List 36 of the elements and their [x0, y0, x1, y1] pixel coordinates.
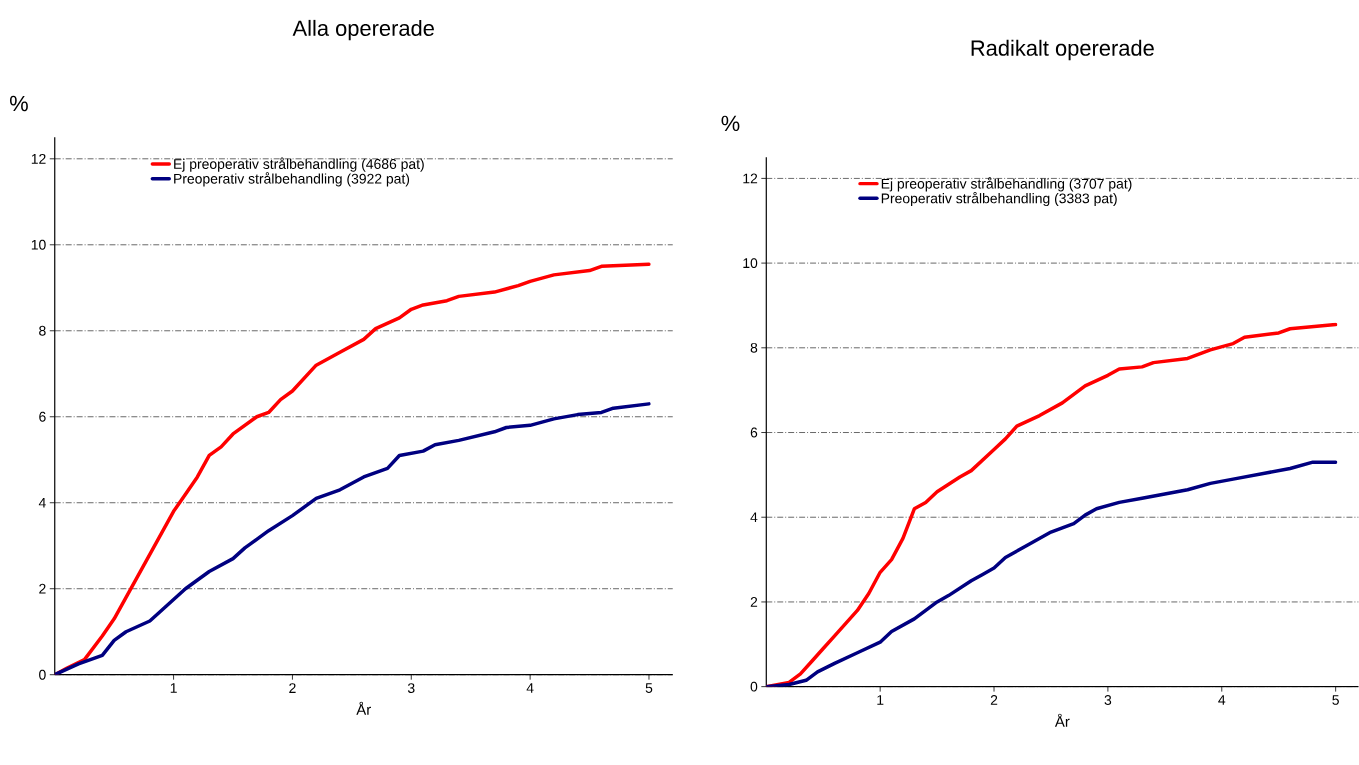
- x-tick-label: 1: [877, 695, 884, 705]
- x-tick-label: 5: [645, 683, 653, 693]
- y-tick-label: 12: [31, 153, 46, 164]
- y-tick-label: 12: [743, 173, 758, 184]
- legend-label: Ej preoperativ strålbehandling (3707 pat): [881, 177, 1132, 192]
- x-axis-title: År: [356, 701, 371, 715]
- x-tick-label: 4: [1218, 695, 1226, 705]
- line-series: [766, 460, 1338, 687]
- legend-label: Ej preoperativ strålbehandling (4686 pat): [174, 157, 424, 172]
- x-tick-label: 3: [407, 683, 415, 693]
- x-tick-label: 2: [990, 695, 998, 705]
- chart-title: Radikalt opererade: [971, 39, 1154, 61]
- y-tick-label: 8: [39, 325, 46, 336]
- y-tick-label: 6: [39, 411, 46, 422]
- chart-title: Alla opererade: [292, 19, 434, 41]
- y-axis-title: %: [721, 115, 740, 131]
- y-tick-label: 6: [750, 427, 758, 438]
- x-tick-label: 1: [170, 683, 177, 693]
- y-tick-label: 2: [39, 583, 46, 594]
- y-tick-label: 0: [39, 669, 46, 680]
- y-tick-label: 10: [743, 258, 758, 268]
- y-axis-title: %: [9, 95, 28, 112]
- x-tick-label: 3: [1104, 695, 1112, 705]
- y-tick-label: 8: [750, 342, 758, 353]
- y-tick-label: 2: [750, 596, 758, 607]
- y-tick-label: 4: [750, 512, 758, 522]
- x-axis-title: År: [1054, 713, 1070, 727]
- line-series: [766, 322, 1338, 687]
- legend-label: Preoperativ strålbehandling (3383 pat): [881, 191, 1117, 206]
- y-tick-label: 10: [31, 239, 46, 250]
- x-tick-label: 4: [526, 683, 534, 693]
- x-tick-label: 2: [289, 683, 296, 693]
- y-tick-label: 0: [750, 681, 758, 692]
- x-tick-label: 5: [1332, 695, 1339, 705]
- legend-label: Preoperativ strålbehandling (3922 pat): [174, 172, 410, 187]
- y-tick-label: 4: [38, 497, 46, 508]
